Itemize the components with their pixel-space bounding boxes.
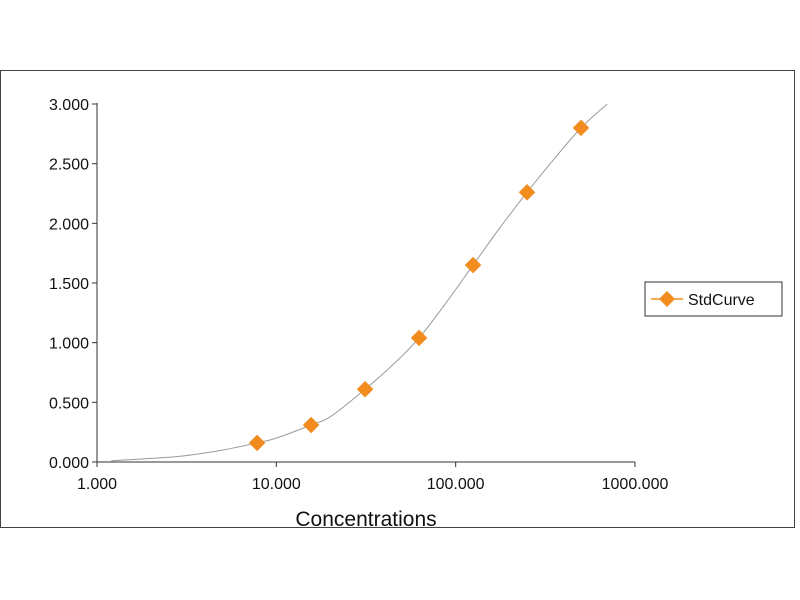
data-point-diamond — [356, 380, 374, 398]
data-point-diamond — [248, 434, 266, 452]
x-tick-label: 100.000 — [427, 476, 485, 493]
y-ticks: 0.000 0.500 1.000 1.500 2.000 2.500 3.000 — [49, 97, 97, 472]
legend-label: StdCurve — [688, 292, 755, 309]
y-tick-label: 0.500 — [49, 395, 89, 412]
y-tick-label: 1.500 — [49, 276, 89, 293]
x-ticks: 1.000 10.000 100.000 1000.000 — [77, 462, 668, 493]
x-tick-label: 1000.000 — [602, 476, 669, 493]
data-point-diamond — [518, 183, 536, 201]
data-point-diamond — [302, 416, 320, 434]
x-axis-label: Concentrations — [295, 508, 436, 531]
y-tick-label: 2.000 — [49, 216, 89, 233]
x-tick-label: 10.000 — [252, 476, 301, 493]
legend: StdCurve — [644, 281, 783, 317]
data-point-diamond — [464, 256, 482, 274]
data-points — [248, 119, 590, 452]
y-tick-label: 3.000 — [49, 97, 89, 114]
fit-curve-line — [111, 103, 608, 462]
axes — [96, 103, 635, 463]
y-tick-label: 0.000 — [49, 455, 89, 472]
legend-diamond-marker — [659, 291, 675, 307]
data-point-diamond — [572, 119, 590, 137]
data-point-diamond — [410, 329, 428, 347]
x-tick-label: 1.000 — [77, 476, 117, 493]
y-tick-label: 1.000 — [49, 336, 89, 353]
y-tick-label: 2.500 — [49, 157, 89, 174]
